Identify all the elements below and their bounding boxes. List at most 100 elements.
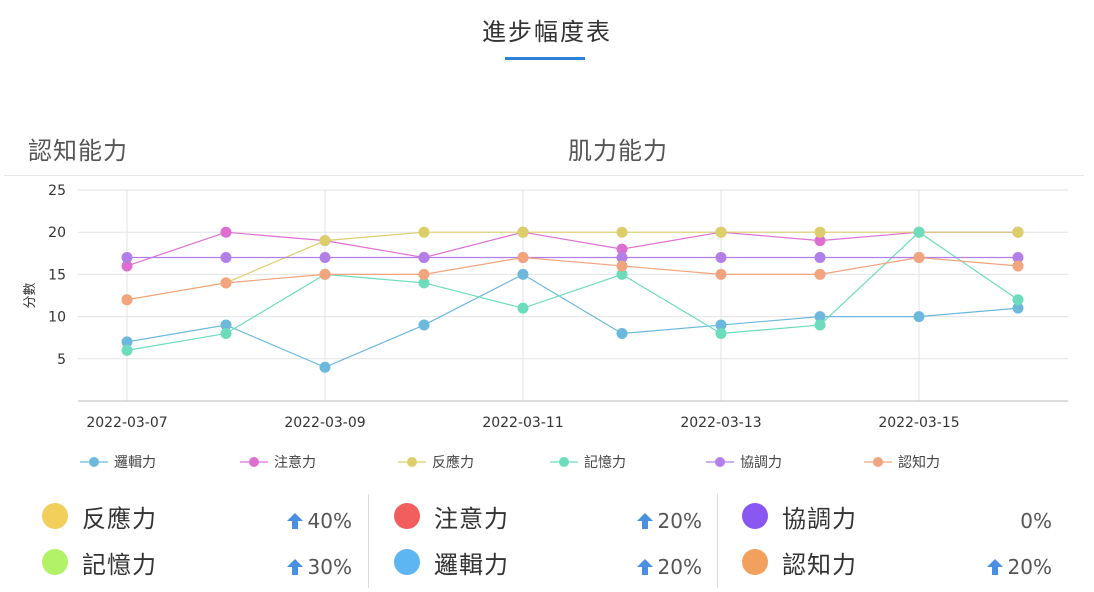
legend-marker-icon	[398, 457, 426, 467]
legend-item[interactable]: 記憶力	[550, 452, 626, 472]
tabs-divider	[4, 175, 1084, 176]
data-point-記憶力	[814, 319, 826, 331]
y-tick-label: 15	[48, 267, 66, 283]
summary-change: 20%	[952, 550, 1052, 584]
data-point-注意力	[814, 235, 826, 247]
series-line-反應力	[126, 231, 1018, 301]
data-point-記憶力	[418, 277, 430, 289]
legend-item[interactable]: 反應力	[398, 452, 474, 472]
data-point-記憶力	[913, 226, 925, 238]
data-point-協調力	[715, 252, 727, 264]
x-tick-label: 2022-03-15	[878, 415, 959, 431]
x-tick-label: 2022-03-09	[284, 415, 365, 431]
summary-item-name: 協調力	[782, 504, 857, 533]
legend-label: 協調力	[740, 455, 782, 471]
arrow-up-icon	[636, 513, 653, 529]
data-point-反應力	[616, 226, 628, 238]
summary-change-value: 20%	[1007, 555, 1052, 579]
data-point-反應力	[517, 226, 529, 238]
data-point-認知力	[418, 268, 430, 280]
line-chart: 5 10 15 20 25 2022-03-07 2022-03-09 2022-03-11 2…	[23, 183, 1068, 431]
data-point-認知力	[220, 277, 232, 289]
data-point-協調力	[121, 252, 133, 264]
data-point-反應力	[319, 235, 331, 247]
data-point-認知力	[319, 268, 331, 280]
summary-item: 認知力	[742, 545, 857, 579]
data-point-邏輯力	[418, 319, 430, 331]
summary-color-dot	[742, 503, 768, 529]
legend-marker-icon	[80, 457, 108, 467]
series-line-認知力	[126, 256, 1019, 301]
data-point-邏輯力	[715, 319, 727, 331]
summary-change-value: 20%	[657, 509, 702, 533]
summary-change: 20%	[602, 550, 702, 584]
summary-change: 30%	[252, 550, 352, 584]
summary-change-value: 0%	[1020, 509, 1052, 533]
legend-marker-icon	[240, 457, 268, 467]
data-point-協調力	[1012, 252, 1024, 264]
summary-change-value: 40%	[307, 509, 352, 533]
summary-color-dot	[42, 549, 68, 575]
summary-item-name: 記憶力	[82, 550, 157, 579]
data-point-記憶力	[121, 344, 133, 356]
summary-item-name: 邏輯力	[434, 550, 509, 579]
summary-color-dot	[394, 549, 420, 575]
data-point-認知力	[913, 252, 925, 264]
data-point-邏輯力	[319, 361, 331, 373]
legend-item[interactable]: 邏輯力	[80, 452, 156, 472]
data-point-認知力	[121, 294, 133, 306]
data-point-邏輯力	[121, 336, 133, 348]
tab-muscle[interactable]: 肌力能力	[568, 137, 668, 165]
legend-item[interactable]: 認知力	[864, 452, 940, 472]
legend-item[interactable]: 協調力	[706, 452, 782, 472]
data-point-注意力	[220, 226, 232, 238]
summary-color-dot	[394, 503, 420, 529]
data-point-協調力	[418, 252, 430, 264]
arrow-up-icon	[286, 559, 303, 575]
y-tick-label: 20	[48, 225, 66, 241]
legend-marker-icon	[864, 457, 892, 467]
data-point-協調力	[814, 252, 826, 264]
summary-item-name: 反應力	[82, 504, 157, 533]
data-point-注意力	[616, 243, 628, 255]
summary-change-value: 30%	[307, 555, 352, 579]
data-point-注意力	[121, 260, 133, 272]
data-point-認知力	[1012, 260, 1024, 272]
progress-summary: 反應力 40% 記憶力 30% 注意力 20% 邏輯力 20% 協調力 0% 認知力 20%	[0, 494, 1094, 590]
summary-change: 40%	[252, 504, 352, 538]
tab-cognitive[interactable]: 認知能力	[28, 137, 128, 165]
data-point-協調力	[616, 252, 628, 264]
legend-label: 記憶力	[584, 455, 626, 471]
data-point-邏輯力	[616, 327, 628, 339]
series-line-注意力	[126, 231, 1018, 267]
data-point-記憶力	[1012, 294, 1024, 306]
summary-item: 注意力	[394, 499, 509, 533]
summary-color-dot	[742, 549, 768, 575]
data-point-記憶力	[220, 327, 232, 339]
data-point-邏輯力	[517, 268, 529, 280]
summary-change-value: 20%	[657, 555, 702, 579]
data-point-協調力	[220, 252, 232, 264]
summary-item: 協調力	[742, 499, 857, 533]
arrow-up-icon	[986, 559, 1003, 575]
summary-column-divider	[368, 494, 369, 588]
x-tick-label: 2022-03-07	[86, 415, 167, 431]
data-point-反應力	[715, 226, 727, 238]
summary-item-name: 認知力	[782, 550, 857, 579]
series-line-邏輯力	[126, 273, 1019, 368]
data-point-記憶力	[517, 302, 529, 314]
y-axis-label: 分數	[23, 282, 38, 308]
y-tick-label: 5	[57, 352, 66, 368]
data-point-邏輯力	[913, 311, 925, 323]
data-point-邏輯力	[814, 311, 826, 323]
summary-column-divider	[717, 494, 718, 588]
legend-item[interactable]: 注意力	[240, 452, 316, 472]
data-point-反應力	[418, 226, 430, 238]
data-point-邏輯力	[220, 319, 232, 331]
data-point-記憶力	[616, 268, 628, 280]
data-point-邏輯力	[1012, 302, 1024, 314]
title-underline	[505, 57, 585, 60]
summary-color-dot	[42, 503, 68, 529]
data-point-協調力	[319, 252, 331, 264]
chart-legend: 邏輯力 注意力 反應力 記憶力 協調力 認知力	[80, 452, 1080, 472]
